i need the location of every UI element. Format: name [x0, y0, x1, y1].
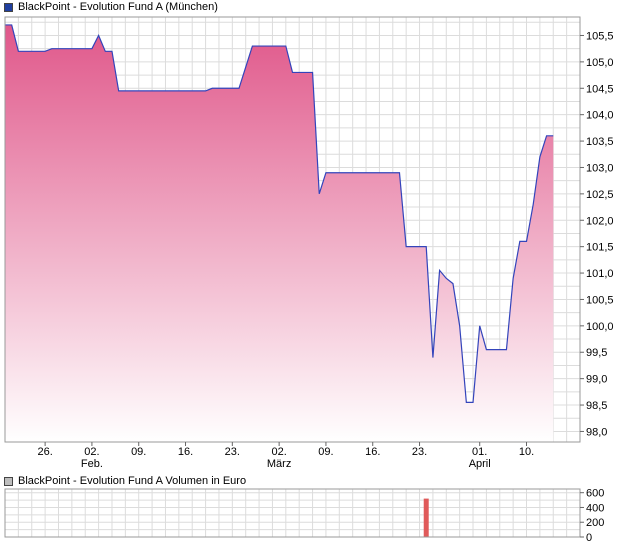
volume-y-tick-label: 600 [586, 488, 604, 500]
volume-y-tick-label: 0 [586, 532, 592, 544]
price-y-tick-label: 100,5 [586, 294, 614, 306]
volume-series-swatch-icon [4, 476, 13, 486]
price-y-tick-label: 105,5 [586, 30, 614, 42]
price-y-tick-label: 105,0 [586, 57, 614, 69]
price-y-tick-label: 104,5 [586, 83, 614, 95]
price-area-fill [5, 24, 554, 442]
price-x-tick-label: 02. [84, 446, 99, 458]
price-x-month-label: März [267, 458, 291, 470]
price-y-tick-label: 99,0 [586, 374, 607, 386]
volume-plot-background [5, 489, 580, 537]
price-y-tick-label: 101,5 [586, 242, 614, 254]
price-series-swatch-icon [4, 2, 13, 12]
price-y-tick-label: 101,0 [586, 268, 614, 280]
volume-chart-title-text: BlackPoint - Evolution Fund A Volumen in… [18, 475, 247, 487]
volume-y-tick-label: 200 [586, 517, 604, 529]
price-y-tick-label: 103,5 [586, 136, 614, 148]
price-y-axis: 98,0 98,5 99,0 99,5 100,0 100,5 101,0 101,5 102,… [580, 30, 614, 438]
price-x-tick-label: 26. [37, 446, 52, 458]
price-y-tick-label: 103,0 [586, 162, 614, 174]
price-x-tick-label: 16. [178, 446, 193, 458]
price-plot-frame [4, 16, 581, 443]
volume-chart-title: BlackPoint - Evolution Fund A Volumen in… [4, 474, 246, 488]
price-chart-title-text: BlackPoint - Evolution Fund A (München) [18, 1, 218, 13]
price-y-tick-label: 98,5 [586, 400, 607, 412]
price-x-tick-label: 01. [472, 446, 487, 458]
volume-y-axis: 0 200 400 600 [580, 488, 604, 544]
price-chart-title: BlackPoint - Evolution Fund A (München) [4, 0, 218, 14]
volume-y-tick-label: 400 [586, 502, 604, 514]
price-x-tick-label: 10. [519, 446, 534, 458]
price-y-tick-label: 100,0 [586, 321, 614, 333]
price-line [5, 24, 554, 403]
price-x-tick-label: 16. [365, 446, 380, 458]
price-x-tick-label: 23. [412, 446, 427, 458]
price-y-tick-label: 102,5 [586, 189, 614, 201]
volume-bars [423, 498, 429, 537]
price-y-tick-label: 99,5 [586, 347, 607, 359]
price-x-tick-label: 09. [131, 446, 146, 458]
price-x-tick-label: 09. [318, 446, 333, 458]
price-y-tick-label: 98,0 [586, 426, 607, 438]
price-y-tick-label: 104,0 [586, 110, 614, 122]
price-x-month-label: April [469, 458, 491, 470]
volume-grid [4, 489, 581, 538]
price-x-month-label: Feb. [81, 458, 103, 470]
volume-plot-frame [4, 488, 581, 538]
volume-bar [423, 498, 429, 537]
price-y-tick-label: 102,0 [586, 215, 614, 227]
price-x-tick-label: 02. [271, 446, 286, 458]
price-x-tick-label: 23. [225, 446, 240, 458]
